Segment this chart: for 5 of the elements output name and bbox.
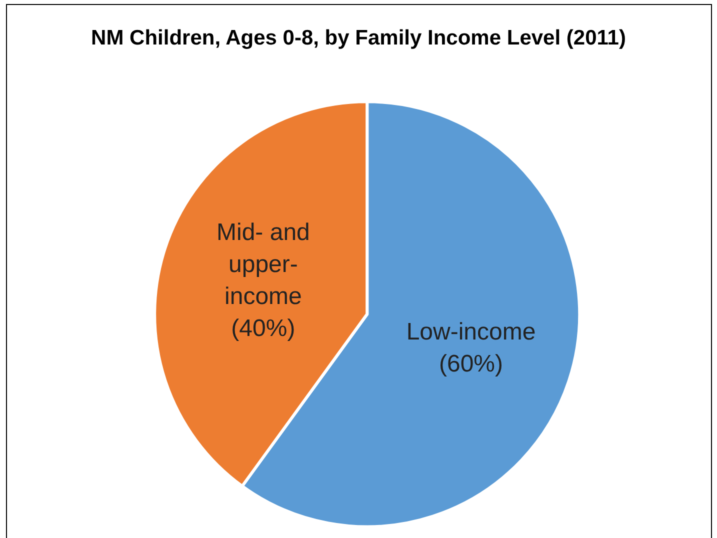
data-label: (40%) (231, 314, 296, 342)
slice-label: Mid- and upper-income (216, 218, 310, 310)
chart-title: NM Children, Ages 0-8, by Family Income Level (2011) (91, 26, 626, 50)
data-label: (60%) (438, 350, 504, 378)
slice-label: Low-income (406, 318, 536, 346)
